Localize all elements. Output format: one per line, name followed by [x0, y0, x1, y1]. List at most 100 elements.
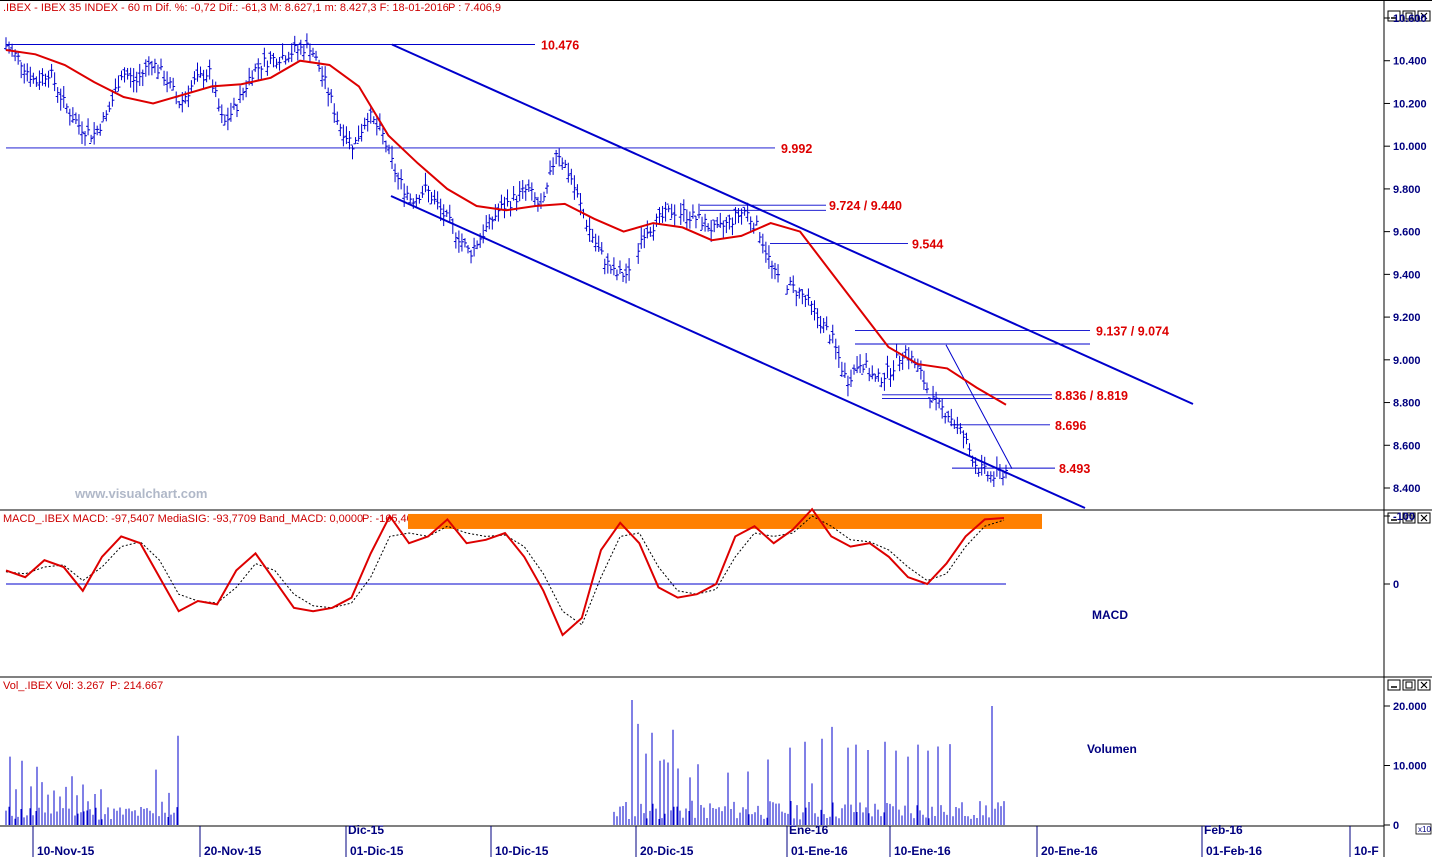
maximize-icon[interactable] — [1402, 679, 1416, 691]
x-tick-label: 20-Ene-16 — [1041, 844, 1098, 857]
price-bar — [645, 220, 650, 239]
price-bar — [541, 191, 546, 203]
price-bar — [490, 216, 495, 230]
price-bar — [809, 300, 814, 315]
price-y-tick-label: 9.600 — [1393, 227, 1421, 239]
price-y-tick-label: 10.000 — [1393, 141, 1427, 153]
x-tick-label: 01-Dic-15 — [350, 844, 404, 857]
price-bar — [64, 103, 69, 114]
volume-window-controls[interactable] — [1387, 679, 1431, 691]
price-bar — [821, 317, 826, 333]
price-bar — [259, 63, 264, 81]
minimize-icon[interactable] — [1387, 10, 1401, 22]
close-icon[interactable] — [1417, 512, 1431, 524]
price-bar — [1004, 464, 1008, 479]
maximize-icon[interactable] — [1402, 512, 1416, 524]
price-bar — [359, 123, 364, 142]
price-bar — [766, 245, 771, 269]
price-y-tick-label: 9.000 — [1393, 355, 1421, 367]
price-bar — [380, 127, 385, 145]
price-window-controls[interactable] — [1387, 10, 1431, 22]
price-bar — [502, 196, 507, 219]
price-bar — [852, 364, 857, 375]
price-bar — [848, 369, 853, 387]
price-bar — [466, 245, 471, 254]
maximize-icon[interactable] — [1402, 10, 1416, 22]
price-bar — [678, 202, 683, 225]
price-bar — [569, 168, 574, 185]
moving-average — [5, 49, 1007, 406]
level-annotation: 9.724 / 9.440 — [829, 199, 902, 213]
price-bar — [654, 213, 659, 227]
price-bar — [587, 217, 592, 242]
month-label: Ene-16 — [789, 823, 829, 837]
price-bar — [614, 269, 619, 281]
close-icon[interactable] — [1417, 679, 1431, 691]
close-icon[interactable] — [1417, 10, 1431, 22]
minimize-icon[interactable] — [1387, 679, 1401, 691]
macd-window-controls[interactable] — [1387, 512, 1431, 524]
price-bar — [426, 185, 431, 203]
price-bar — [648, 226, 653, 237]
price-bar — [575, 184, 580, 198]
price-bar — [520, 179, 525, 199]
price-bar — [162, 70, 167, 86]
macd-panel-name: MACD — [1092, 608, 1128, 622]
price-bar — [140, 69, 145, 87]
volume-panel-name: Volumen — [1087, 742, 1137, 756]
price-bar — [511, 186, 516, 201]
watermark: www.visualchart.com — [74, 486, 207, 501]
price-bar — [903, 345, 908, 358]
x-tick-label: 01-Feb-16 — [1206, 844, 1262, 857]
price-bar — [523, 184, 528, 201]
price-bar — [70, 107, 75, 123]
price-bar — [526, 179, 531, 193]
macd-header-label: MACD_.IBEX MACD: -97,5407 MediaSIG: -93,… — [3, 513, 363, 525]
price-bar — [532, 192, 537, 206]
price-bar — [484, 215, 489, 232]
price-bar — [432, 189, 437, 205]
price-bar — [988, 471, 993, 483]
price-y-tick-label: 10.400 — [1393, 56, 1427, 68]
price-bar — [204, 69, 209, 83]
price-bar — [861, 364, 866, 375]
price-bar — [517, 181, 522, 202]
price-bar — [921, 370, 926, 390]
price-bar — [447, 204, 452, 224]
price-bar — [481, 224, 486, 244]
price-bar — [326, 87, 331, 107]
price-bar — [584, 219, 589, 232]
price-bar — [967, 443, 972, 457]
price-bar — [16, 51, 21, 65]
price-bar — [423, 172, 428, 193]
price-bar — [43, 73, 48, 87]
price-bar — [189, 80, 194, 93]
price-bar — [402, 183, 407, 207]
price-bar — [924, 382, 929, 394]
price-bar — [256, 58, 261, 81]
price-bar — [332, 103, 337, 123]
price-bar — [320, 66, 325, 87]
price-bar — [961, 430, 966, 449]
price-bar — [548, 160, 553, 176]
price-bar — [95, 125, 100, 136]
price-bar — [772, 262, 777, 280]
price-y-tick-label: 10.600 — [1393, 13, 1427, 25]
minimize-icon[interactable] — [1387, 512, 1401, 524]
price-bar — [420, 185, 425, 198]
price-bar — [882, 372, 887, 391]
price-bar — [73, 112, 78, 125]
macd-y-tick-label: -100 — [1393, 511, 1415, 523]
price-bar — [25, 63, 30, 82]
volume-header-label: Vol_.IBEX Vol: 3.267 — [3, 680, 105, 692]
price-bar — [754, 215, 759, 226]
price-bar — [292, 35, 297, 53]
price-bar — [286, 51, 291, 63]
channel-upper-line — [391, 43, 1194, 405]
price-bar — [818, 315, 823, 334]
price-bar — [441, 204, 446, 227]
price-bar — [739, 208, 744, 225]
price-bar — [453, 232, 458, 249]
price-bar — [776, 264, 781, 283]
price-bar — [824, 316, 829, 331]
